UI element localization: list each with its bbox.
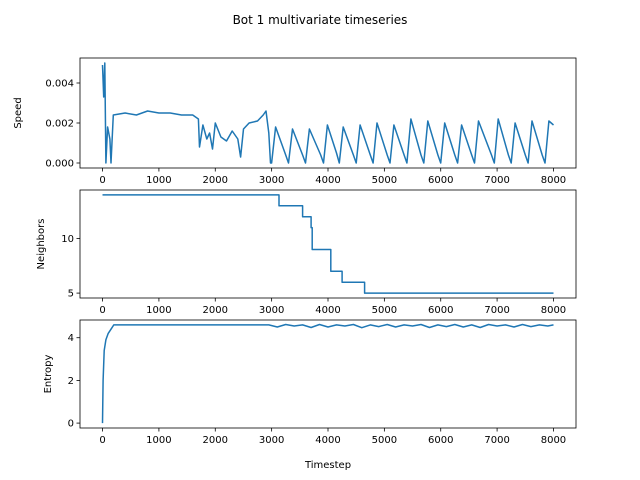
data-line xyxy=(101,323,554,424)
data-line xyxy=(101,62,554,164)
y-tick-label: 10 xyxy=(61,234,74,245)
y-axis-label: Neighbors xyxy=(36,219,47,270)
x-tick-label: 6000 xyxy=(428,435,453,446)
y-tick-label: 0.004 xyxy=(45,79,74,90)
x-tick-label: 4000 xyxy=(315,305,340,316)
x-tick-label: 7000 xyxy=(484,305,509,316)
y-axis-label: Entropy xyxy=(43,354,54,393)
x-tick-label: 2000 xyxy=(203,435,228,446)
x-tick-label: 0 xyxy=(99,305,105,316)
y-tick-label: 5 xyxy=(68,289,74,300)
x-tick-label: 8000 xyxy=(541,305,566,316)
x-tick-label: 4000 xyxy=(315,175,340,186)
x-tick-label: 8000 xyxy=(541,175,566,186)
x-tick-label: 2000 xyxy=(203,305,228,316)
axes-frame xyxy=(79,189,577,299)
x-tick-label: 8000 xyxy=(541,435,566,446)
x-tick-label: 6000 xyxy=(428,175,453,186)
x-tick-label: 7000 xyxy=(484,175,509,186)
x-tick-label: 5000 xyxy=(372,175,397,186)
axes-frame xyxy=(79,319,577,429)
data-line xyxy=(102,194,554,294)
y-tick-label: 0.000 xyxy=(45,159,74,170)
y-axis-label: Speed xyxy=(13,97,24,128)
axes-frame xyxy=(79,57,577,169)
x-tick-label: 7000 xyxy=(484,435,509,446)
figure-title: Bot 1 multivariate timeseries xyxy=(233,13,408,27)
x-tick-label: 0 xyxy=(99,435,105,446)
x-tick-label: 3000 xyxy=(259,435,284,446)
x-tick-label: 0 xyxy=(99,175,105,186)
y-tick-label: 2 xyxy=(68,376,74,387)
y-tick-label: 0.002 xyxy=(45,119,74,130)
y-tick-label: 0 xyxy=(68,419,74,430)
x-axis-label: Timestep xyxy=(304,460,351,471)
x-tick-label: 3000 xyxy=(259,175,284,186)
x-tick-label: 2000 xyxy=(203,175,228,186)
x-tick-label: 5000 xyxy=(372,305,397,316)
y-tick-label: 4 xyxy=(68,333,74,344)
x-tick-label: 1000 xyxy=(146,435,171,446)
x-tick-label: 6000 xyxy=(428,305,453,316)
x-tick-label: 3000 xyxy=(259,305,284,316)
x-tick-label: 4000 xyxy=(315,435,340,446)
x-tick-label: 5000 xyxy=(372,435,397,446)
x-tick-label: 1000 xyxy=(146,305,171,316)
x-tick-label: 1000 xyxy=(146,175,171,186)
